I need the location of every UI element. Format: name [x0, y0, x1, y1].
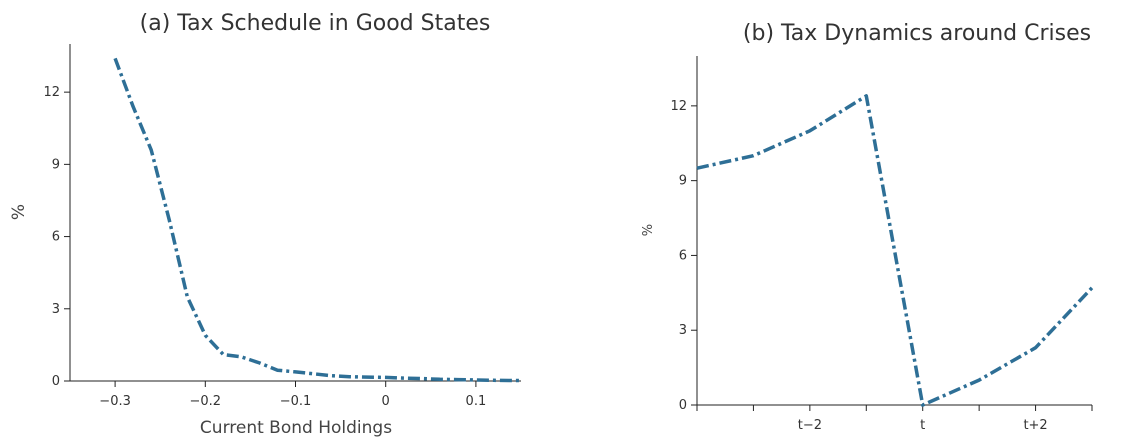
x-tick-label: −0.3: [99, 394, 131, 409]
x-tick-label: t+2: [1023, 418, 1047, 433]
panel-a-x-ticks: −0.3 −0.2 −0.1 0 0.1: [99, 381, 486, 409]
x-tick-label: t: [920, 418, 925, 433]
panel-a-y-ticks: 0 3 6 9 12: [43, 85, 70, 389]
x-tick-label: −0.1: [280, 394, 312, 409]
panel-a-series-line: [113, 57, 521, 383]
panel-b: (b) Tax Dynamics around Crises % 036912 …: [641, 21, 1094, 433]
panel-b-title: (b) Tax Dynamics around Crises: [743, 21, 1091, 46]
x-tick-label: 0: [382, 394, 390, 409]
y-tick-label: 6: [679, 248, 687, 263]
y-tick-label: 3: [679, 323, 687, 338]
y-tick-label: 9: [679, 174, 687, 189]
panel-b-y-axis-label: %: [641, 224, 656, 236]
y-tick-label: 6: [52, 230, 60, 245]
y-tick-label: 0: [52, 374, 60, 389]
panel-a-title: (a) Tax Schedule in Good States: [140, 11, 491, 36]
panel-b-x-ticks: t−2 t t+2: [696, 405, 1093, 433]
y-tick-label: 0: [679, 398, 687, 413]
panel-a-x-axis-label: Current Bond Holdings: [200, 418, 392, 437]
panel-a: (a) Tax Schedule in Good States % Curren…: [9, 11, 521, 437]
panel-b-y-ticks: 0 3 6 9 12: [670, 99, 697, 413]
x-tick-label: t−2: [798, 418, 822, 433]
y-tick-label: 9: [52, 157, 60, 172]
x-tick-label: −0.2: [190, 394, 222, 409]
y-tick-label: 12: [670, 99, 687, 114]
y-tick-label: 3: [52, 302, 60, 317]
y-tick-label: 12: [43, 85, 60, 100]
panel-a-y-axis-label: %: [9, 204, 29, 220]
x-tick-label: 0.1: [466, 394, 487, 409]
panel-b-series-line: [696, 94, 1094, 407]
